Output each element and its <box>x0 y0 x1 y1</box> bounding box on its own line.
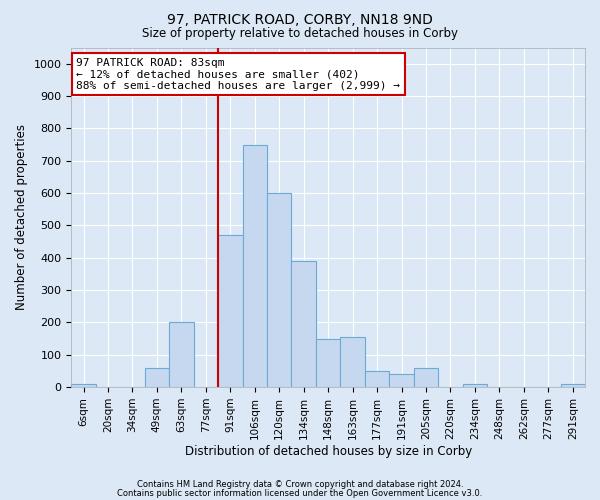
Text: 97 PATRICK ROAD: 83sqm
← 12% of detached houses are smaller (402)
88% of semi-de: 97 PATRICK ROAD: 83sqm ← 12% of detached… <box>76 58 400 91</box>
Bar <box>365 371 389 387</box>
Bar <box>389 374 414 387</box>
Bar <box>316 338 340 387</box>
Text: Size of property relative to detached houses in Corby: Size of property relative to detached ho… <box>142 28 458 40</box>
Bar <box>71 384 96 387</box>
Text: 97, PATRICK ROAD, CORBY, NN18 9ND: 97, PATRICK ROAD, CORBY, NN18 9ND <box>167 12 433 26</box>
Text: Contains public sector information licensed under the Open Government Licence v3: Contains public sector information licen… <box>118 488 482 498</box>
Bar <box>560 384 585 387</box>
Text: Contains HM Land Registry data © Crown copyright and database right 2024.: Contains HM Land Registry data © Crown c… <box>137 480 463 489</box>
Bar <box>242 144 267 387</box>
Bar <box>169 322 194 387</box>
Bar <box>414 368 438 387</box>
X-axis label: Distribution of detached houses by size in Corby: Distribution of detached houses by size … <box>185 444 472 458</box>
Bar <box>340 337 365 387</box>
Bar <box>145 368 169 387</box>
Bar <box>267 193 292 387</box>
Bar <box>463 384 487 387</box>
Bar <box>292 261 316 387</box>
Bar <box>218 235 242 387</box>
Y-axis label: Number of detached properties: Number of detached properties <box>15 124 28 310</box>
